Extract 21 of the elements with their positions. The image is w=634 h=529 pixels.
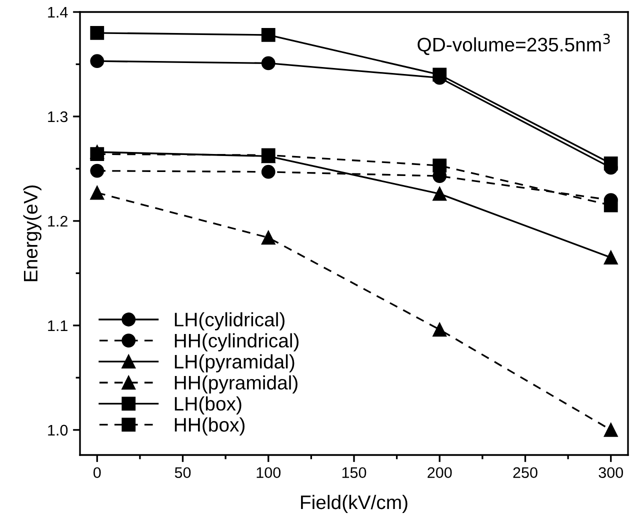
y-tick-label: 1.1 <box>48 320 68 331</box>
x-tick-label: 200 <box>428 467 452 478</box>
y-tick-label: 1.0 <box>48 424 68 436</box>
legend-label: HH(box) <box>174 417 245 436</box>
x-tick-label: 0 <box>93 467 101 478</box>
legend-label: HH(pyramidal) <box>174 375 298 394</box>
x-tick-label: 150 <box>342 467 366 478</box>
y-tick-label: 1.2 <box>48 216 68 226</box>
annotation: QD-volume=235.5nm$^{3}$ <box>418 34 610 56</box>
x-tick-label: 100 <box>256 467 281 478</box>
x-tick-label: 250 <box>513 467 538 478</box>
x-axis-title: Field(kV/cm) <box>301 494 408 514</box>
y-tick-label: 1.3 <box>48 111 68 122</box>
legend-label: LH(pyramidal) <box>174 354 294 372</box>
legend-label: LH(cylidrical) <box>174 312 284 330</box>
legend-label: HH(cylindrical) <box>174 333 299 352</box>
x-tick-label: 300 <box>598 467 624 478</box>
y-axis-title: Energy(eV) <box>23 186 42 282</box>
y-tick-label: 1.4 <box>48 7 68 18</box>
x-tick-label: 50 <box>174 467 191 478</box>
legend-label: LH(box) <box>174 396 242 415</box>
